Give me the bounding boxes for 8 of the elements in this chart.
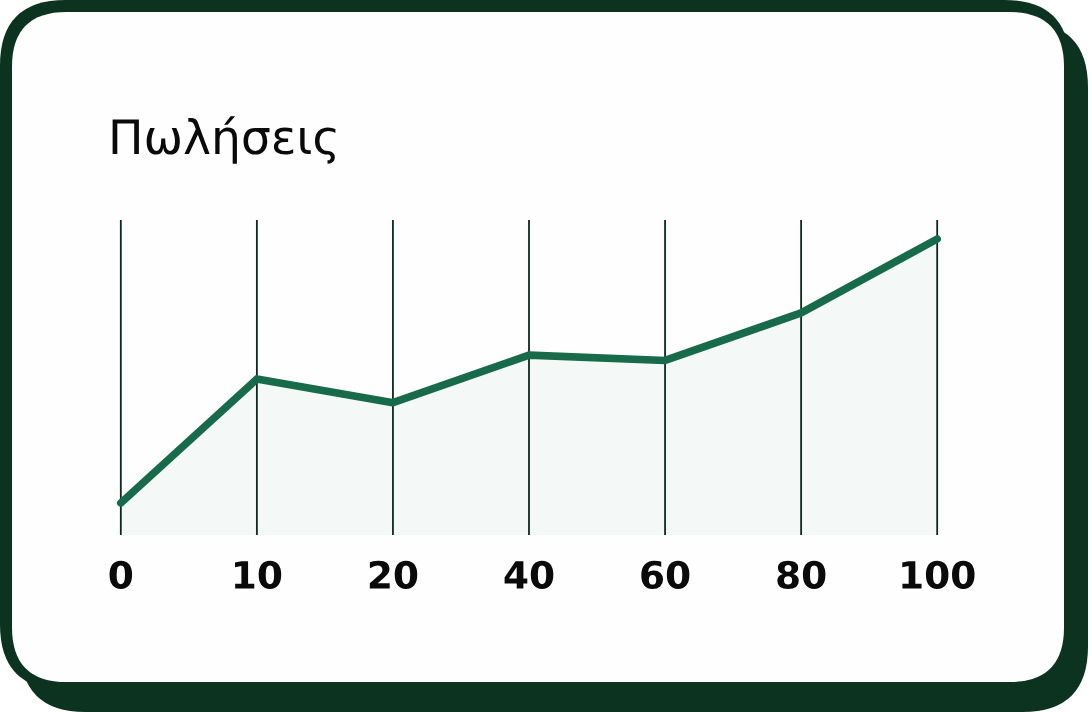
x-tick-label: 60 bbox=[641, 560, 690, 590]
x-tick-label: 100 bbox=[902, 560, 975, 590]
x-tick-label: 0 bbox=[109, 560, 133, 590]
x-tick-label: 10 bbox=[235, 560, 282, 590]
chart-title: Πωλήσεις bbox=[112, 116, 336, 164]
x-tick-label: 80 bbox=[777, 560, 826, 590]
x-tick-label: 40 bbox=[504, 560, 554, 590]
x-tick-label: 20 bbox=[369, 560, 418, 590]
